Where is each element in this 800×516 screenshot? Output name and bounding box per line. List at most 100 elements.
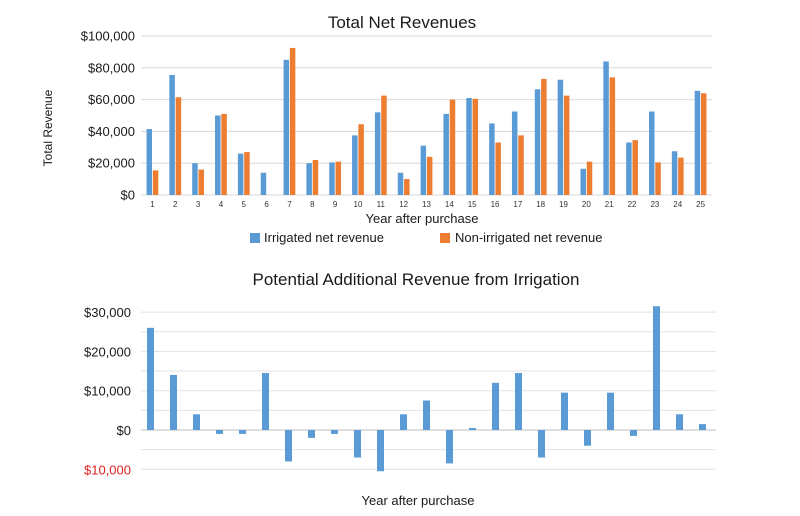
chart1-x-axis-label: Year after purchase — [366, 211, 479, 226]
chart1-bar — [175, 97, 182, 195]
chart1-x-tick-label: 5 — [242, 200, 247, 209]
chart1-x-tick-label: 3 — [196, 200, 201, 209]
chart1-bar — [404, 179, 410, 195]
chart1-bar — [580, 168, 586, 195]
chart1-x-tick-label: 25 — [696, 200, 705, 209]
chart1-x-tick-label: 1 — [150, 200, 155, 209]
chart1-bar — [397, 172, 404, 195]
chart1-bar — [260, 172, 267, 195]
chart1-x-tick-label: 22 — [628, 200, 637, 209]
chart1-x-tick-label: 14 — [445, 200, 454, 209]
chart2-bar — [607, 392, 614, 430]
chart1-y-tick-label: $100,000 — [81, 29, 135, 44]
chart2-bar — [400, 414, 407, 430]
chart2-y-tick-label: $30,000 — [84, 305, 131, 320]
chart1-bar — [443, 113, 449, 195]
chart1-bar — [420, 145, 427, 195]
chart1-x-tick-label: 8 — [310, 200, 315, 209]
chart2-bar — [653, 306, 660, 430]
chart1-bar — [289, 47, 296, 195]
chart2-y-tick-labels: $10,000 $0 $10,000 $20,000 $30,000 — [84, 305, 131, 477]
chart2-bar — [308, 430, 315, 438]
chart1-x-tick-label: 11 — [377, 200, 386, 209]
chart1-bar — [557, 79, 564, 195]
chart1-x-tick-label: 7 — [287, 200, 292, 209]
chart2-bar — [492, 382, 499, 430]
chart1-x-tick-label: 23 — [650, 200, 659, 209]
chart1-x-tick-label: 18 — [536, 200, 545, 209]
chart1-bar — [609, 77, 616, 195]
chart1-bar — [534, 89, 541, 195]
chart1-x-tick-label: 13 — [422, 200, 431, 209]
chart1-bar — [198, 169, 204, 195]
chart1-x-tick-label: 15 — [468, 200, 477, 209]
chart1-bar — [678, 157, 684, 195]
chart1-bar — [700, 93, 707, 195]
chart1-bar — [563, 95, 570, 195]
chart1-bar — [649, 111, 655, 195]
chart1-bar — [381, 95, 387, 195]
legend-swatch-irrigated — [250, 233, 260, 243]
chart1-bar — [518, 135, 524, 195]
chart1-bar — [626, 142, 632, 195]
chart2-bars — [147, 306, 706, 472]
chart2-y-tick-label: $10,000 — [84, 462, 131, 477]
chart1-x-tick-label: 19 — [559, 200, 568, 209]
chart1-bars — [146, 47, 707, 195]
legend-label-irrigated: Irrigated net revenue — [264, 230, 384, 245]
chart2-bar — [239, 430, 246, 434]
chart1-bar — [237, 153, 244, 195]
chart2-bar — [515, 373, 522, 430]
chart1-bar — [603, 61, 609, 195]
chart1-y-axis-label: Total Revenue — [41, 89, 55, 166]
chart1-bar — [306, 163, 312, 195]
chart1-bar — [472, 98, 479, 195]
chart1-x-tick-label: 4 — [219, 200, 224, 209]
chart1-x-tick-label: 24 — [673, 200, 682, 209]
chart1-bar — [221, 113, 227, 195]
chart2-title: Potential Additional Revenue from Irriga… — [253, 270, 580, 289]
chart1-bar — [244, 152, 250, 195]
chart1-y-tick-label: $80,000 — [88, 60, 135, 75]
chart2-bar — [538, 430, 545, 458]
chart1-x-tick-label: 2 — [173, 200, 178, 209]
total-net-revenues-chart: Total Net Revenues Total Revenue $0 $20,0… — [41, 13, 712, 245]
chart1-bar — [329, 162, 335, 195]
chart1-x-tick-labels: 1 2 3 4 5 6 7 8 9 10 11 12 13 14 15 16 17 18 19 20 21 22 23 24 2… — [150, 200, 705, 209]
chart2-bar — [354, 430, 361, 458]
chart1-bar — [541, 78, 547, 195]
chart1-x-tick-label: 16 — [491, 200, 500, 209]
chart1-x-tick-label: 12 — [399, 200, 408, 209]
chart2-bar — [147, 327, 154, 430]
chart2-bar — [630, 430, 637, 436]
chart1-bar — [671, 151, 678, 195]
chart1-bar — [426, 156, 433, 195]
chart2-x-axis-label: Year after purchase — [362, 493, 475, 508]
chart1-bar — [215, 115, 221, 195]
chart1-bar — [169, 74, 175, 195]
chart1-x-tick-label: 6 — [264, 200, 269, 209]
chart2-y-tick-label: $10,000 — [84, 384, 131, 399]
chart1-y-tick-label: $40,000 — [88, 124, 135, 139]
chart2-bar — [423, 400, 430, 430]
chart1-y-tick-label: $60,000 — [88, 92, 135, 107]
chart2-bar — [561, 392, 568, 430]
chart2-gridlines — [141, 311, 716, 470]
chart2-bar — [446, 430, 453, 464]
chart1-title: Total Net Revenues — [328, 13, 476, 32]
chart1-bar — [358, 124, 364, 195]
chart2-bar — [377, 430, 384, 472]
chart2-bar — [216, 430, 223, 434]
chart1-bar — [283, 59, 290, 195]
chart2-bar — [170, 374, 177, 430]
chart2-bar — [262, 373, 269, 430]
chart1-legend: Irrigated net revenue Non-irrigated net … — [250, 230, 602, 245]
chart1-bar — [335, 161, 342, 195]
chart1-gridlines — [141, 35, 712, 196]
chart2-y-tick-label: $20,000 — [84, 344, 131, 359]
chart2-bar — [584, 430, 591, 446]
chart1-bar — [146, 129, 153, 195]
chart1-bar — [586, 161, 593, 195]
chart1-bar — [312, 160, 319, 195]
